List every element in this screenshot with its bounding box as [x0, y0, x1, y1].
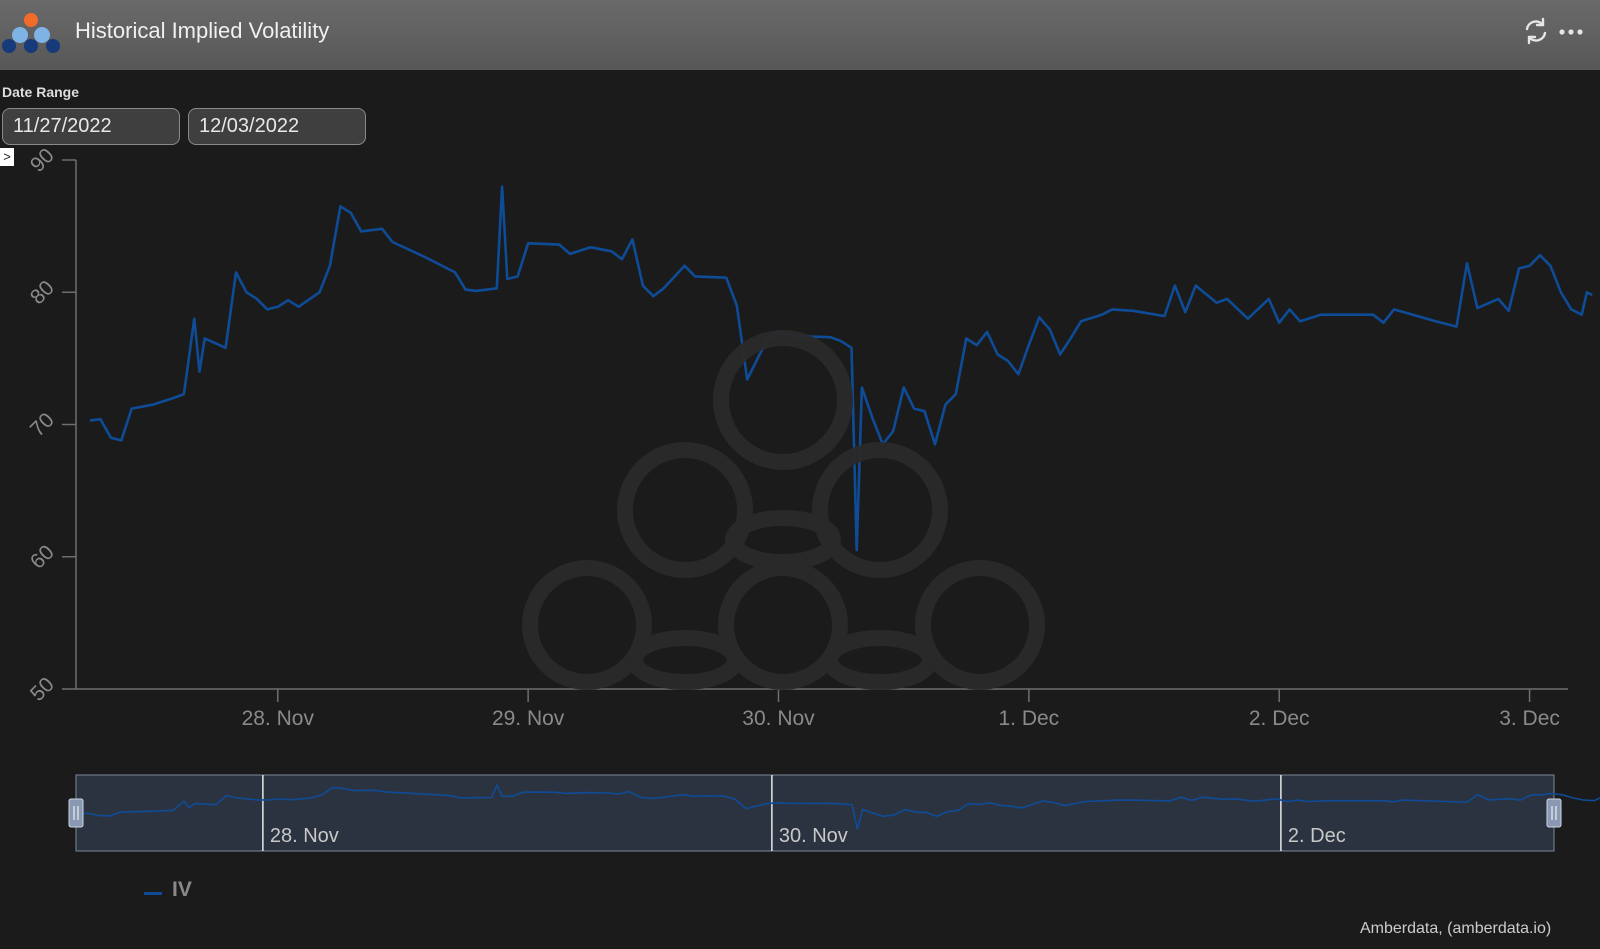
navigator-tick-label: 2. Dec: [1288, 825, 1346, 847]
legend-label: IV: [172, 878, 192, 901]
navigator-tick-label: 30. Nov: [779, 825, 848, 847]
x-tick-label: 30. Nov: [742, 707, 815, 730]
x-tick-label: 28. Nov: [242, 707, 315, 730]
plot-area[interactable]: [89, 185, 1593, 552]
x-axis: 28. Nov 29. Nov 30. Nov 1. Dec 2. Dec 3. Dec: [76, 688, 1568, 730]
y-tick-label: 80: [26, 276, 59, 309]
date-from-input[interactable]: [2, 108, 180, 145]
navigator-ticks: 28. Nov 30. Nov 2. Dec: [262, 775, 1346, 851]
x-tick-label: 29. Nov: [492, 707, 565, 730]
expand-panel-button[interactable]: >: [0, 148, 14, 166]
y-tick-label: 50: [26, 673, 59, 706]
iv-series-line[interactable]: [89, 185, 1593, 552]
navigator-window[interactable]: [75, 774, 1555, 852]
more-icon[interactable]: [1555, 14, 1589, 48]
date-to-input[interactable]: [188, 108, 366, 145]
y-tick-label: 90: [26, 144, 59, 177]
x-tick-label: 1. Dec: [998, 707, 1059, 730]
navigator-right-handle[interactable]: [1546, 798, 1562, 828]
logo-icon: [2, 13, 60, 53]
navigator-tick-label: 28. Nov: [270, 825, 339, 847]
navigator[interactable]: 28. Nov 30. Nov 2. Dec: [68, 774, 1600, 852]
x-tick-label: 3. Dec: [1499, 707, 1560, 730]
x-ticks: 28. Nov 29. Nov 30. Nov 1. Dec 2. Dec 3. Dec: [242, 689, 1560, 730]
y-axis: 50 60 70 80 90: [26, 144, 77, 706]
y-tick-label: 70: [26, 408, 59, 441]
navigator-series-line: [77, 783, 1600, 830]
x-tick-label: 2. Dec: [1249, 707, 1310, 730]
legend-swatch: [144, 892, 162, 895]
date-range-label: Date Range: [2, 84, 80, 100]
navigator-left-handle[interactable]: [68, 798, 84, 828]
y-tick-label: 60: [26, 541, 59, 574]
y-ticks: 50 60 70 80 90: [26, 144, 76, 706]
credits-text: Amberdata, (amberdata.io): [1360, 920, 1552, 937]
header-bar: Historical Implied Volatility: [0, 0, 1600, 70]
refresh-icon[interactable]: [1519, 14, 1553, 48]
page-title: Historical Implied Volatility: [75, 18, 330, 43]
